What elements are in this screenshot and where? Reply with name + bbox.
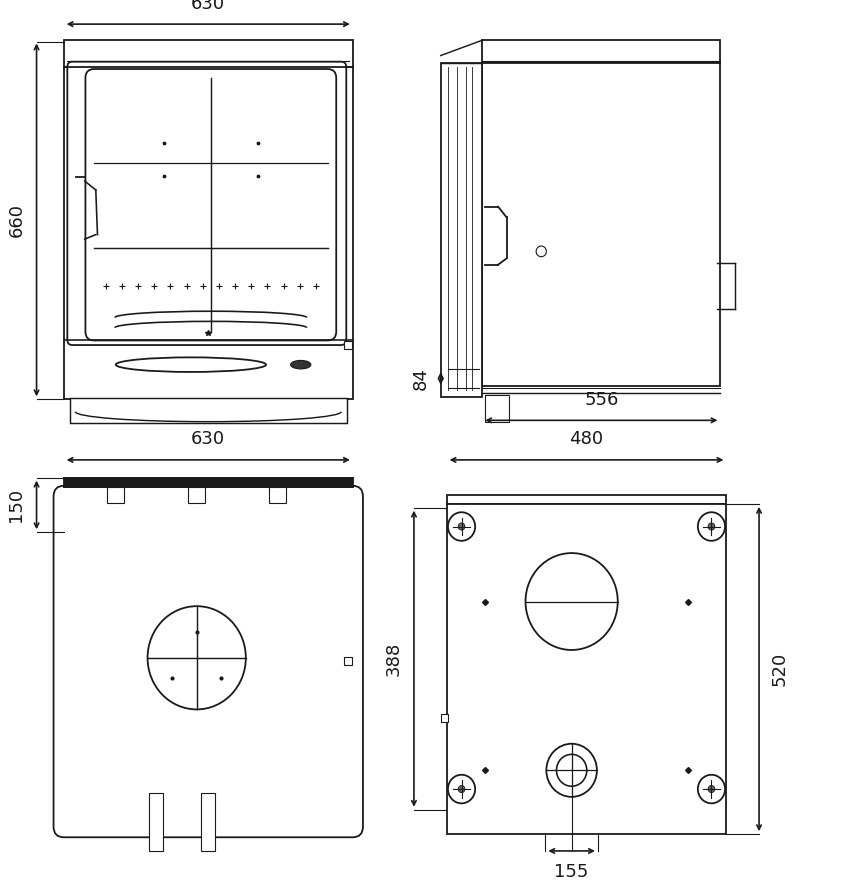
Circle shape bbox=[536, 246, 547, 257]
Ellipse shape bbox=[116, 357, 266, 372]
Circle shape bbox=[708, 523, 715, 530]
Bar bbox=[150, 793, 163, 851]
Text: 84: 84 bbox=[411, 367, 429, 390]
Circle shape bbox=[698, 775, 725, 804]
Bar bbox=[446, 504, 726, 834]
Bar bbox=[64, 478, 353, 487]
Circle shape bbox=[448, 775, 475, 804]
Text: 630: 630 bbox=[191, 430, 225, 448]
Circle shape bbox=[708, 786, 715, 793]
Bar bbox=[70, 398, 347, 423]
Bar bbox=[201, 793, 215, 851]
Bar bbox=[344, 341, 352, 349]
FancyBboxPatch shape bbox=[85, 69, 337, 340]
Bar bbox=[64, 40, 353, 67]
Bar bbox=[440, 714, 449, 722]
Circle shape bbox=[547, 744, 597, 797]
Circle shape bbox=[458, 786, 465, 793]
Circle shape bbox=[148, 606, 246, 709]
FancyBboxPatch shape bbox=[54, 486, 363, 838]
Bar bbox=[446, 495, 726, 504]
Circle shape bbox=[525, 553, 618, 650]
Bar bbox=[483, 40, 720, 63]
Bar bbox=[483, 63, 720, 386]
Text: 150: 150 bbox=[8, 488, 25, 522]
Bar bbox=[64, 478, 353, 487]
Bar bbox=[485, 396, 509, 422]
FancyBboxPatch shape bbox=[67, 62, 346, 345]
Circle shape bbox=[698, 513, 725, 541]
Bar bbox=[64, 67, 353, 399]
Bar bbox=[344, 657, 352, 665]
Bar bbox=[440, 63, 483, 397]
Text: 556: 556 bbox=[584, 391, 619, 409]
Bar bbox=[138, 327, 151, 338]
Text: 520: 520 bbox=[770, 652, 788, 686]
Text: 480: 480 bbox=[570, 430, 603, 448]
Circle shape bbox=[557, 755, 586, 786]
Bar bbox=[188, 488, 205, 504]
Circle shape bbox=[448, 513, 475, 541]
Text: 155: 155 bbox=[554, 863, 589, 880]
Bar bbox=[269, 488, 286, 504]
Circle shape bbox=[458, 523, 465, 530]
Bar bbox=[107, 488, 124, 504]
Ellipse shape bbox=[291, 361, 311, 369]
Bar bbox=[265, 327, 279, 338]
Text: 388: 388 bbox=[385, 641, 403, 676]
Text: 660: 660 bbox=[8, 203, 25, 237]
Text: 630: 630 bbox=[191, 0, 225, 13]
